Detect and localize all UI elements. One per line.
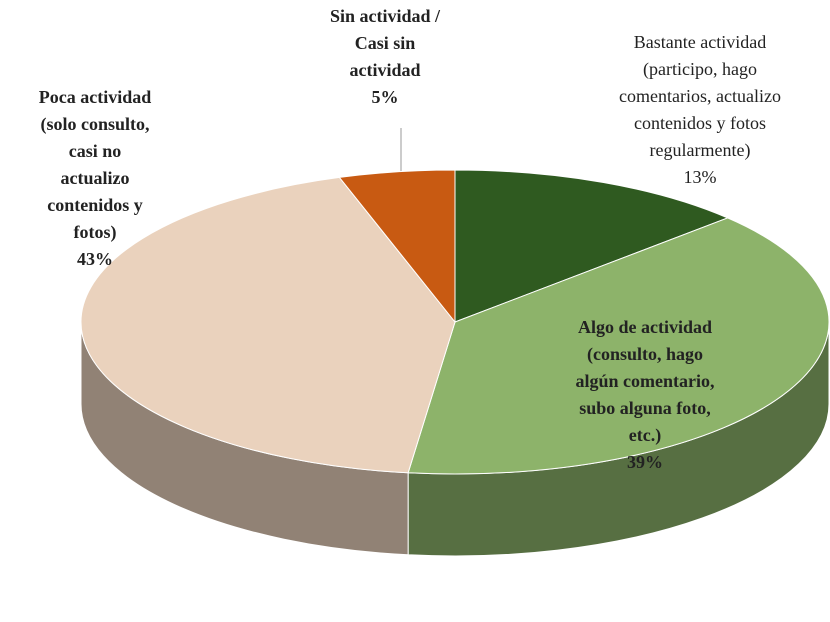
slice-label: Sin actividad / Casi sin actividad bbox=[330, 6, 441, 80]
pie-slice bbox=[454, 169, 729, 323]
pie-slice bbox=[338, 169, 456, 324]
slice-label: Bastante actividad (participo, hago coment… bbox=[619, 32, 781, 161]
value-label: 39% bbox=[627, 452, 663, 472]
pie-slice bbox=[407, 217, 830, 475]
value-label: 5% bbox=[372, 87, 399, 107]
value-label: 43% bbox=[77, 249, 113, 269]
slice-label: Poca actividad (solo consulto, casi no actu… bbox=[39, 87, 152, 243]
value-label: 13% bbox=[684, 167, 717, 187]
pie-slice bbox=[80, 176, 456, 474]
slice-label: Algo de actividad (consulto, hago algún co… bbox=[576, 317, 715, 446]
